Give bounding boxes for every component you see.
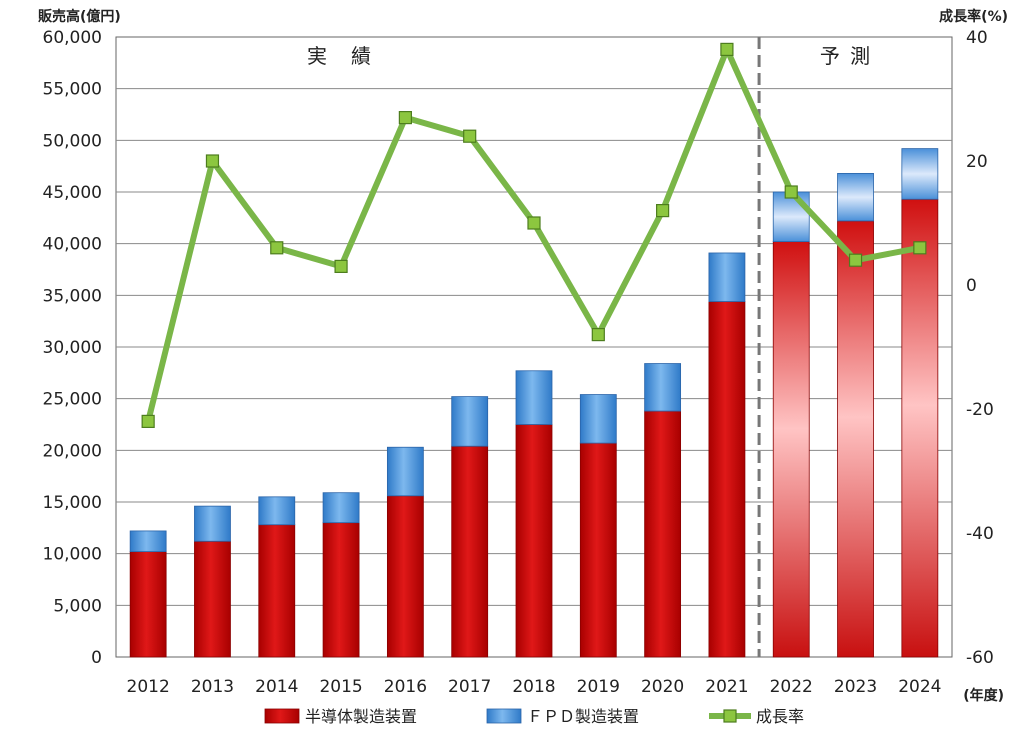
bars bbox=[129, 148, 939, 658]
right-axis-ticks: 40 20 0 -20 -40 -60 bbox=[966, 28, 994, 668]
bar-fpd bbox=[451, 396, 489, 447]
bar-fpd bbox=[901, 148, 939, 200]
bar-semiconductor bbox=[515, 424, 553, 658]
growth-marker bbox=[848, 253, 863, 267]
right-tick-label: -20 bbox=[966, 400, 994, 420]
legend-swatch-semiconductor bbox=[264, 708, 300, 724]
right-tick-label: 0 bbox=[966, 276, 977, 296]
bar-fpd bbox=[258, 496, 296, 526]
legend-label-growth: 成長率 bbox=[756, 707, 804, 726]
bar-fpd bbox=[194, 505, 231, 542]
left-tick-label: 25,000 bbox=[43, 390, 102, 410]
right-axis-label: 成長率(%) bbox=[939, 8, 1008, 25]
growth-line bbox=[141, 42, 927, 428]
left-tick-label: 10,000 bbox=[43, 545, 102, 565]
growth-marker bbox=[463, 129, 477, 143]
growth-marker bbox=[398, 110, 412, 125]
bar-semiconductor bbox=[194, 540, 231, 658]
left-tick-label: 35,000 bbox=[43, 286, 102, 306]
growth-marker bbox=[591, 328, 605, 342]
bar-semiconductor bbox=[386, 495, 424, 658]
bar-semiconductor bbox=[644, 410, 682, 658]
bar-fpd bbox=[772, 191, 810, 242]
bar-semiconductor bbox=[708, 301, 746, 658]
left-axis-label: 販売高(億円) bbox=[38, 8, 121, 25]
growth-marker bbox=[270, 241, 284, 255]
bar-semiconductor bbox=[579, 442, 617, 658]
x-tick-label: 2014 bbox=[255, 677, 298, 697]
bar-semiconductor bbox=[322, 522, 360, 658]
right-tick-label: -40 bbox=[966, 524, 994, 544]
x-tick-label: 2022 bbox=[770, 677, 813, 697]
x-tick-label: 2021 bbox=[705, 677, 748, 697]
legend: 半導体製造装置 ＦＰＤ製造装置 成長率 bbox=[264, 707, 804, 726]
x-tick-label: 2013 bbox=[191, 677, 234, 697]
right-tick-label: 20 bbox=[966, 152, 988, 172]
bar-fpd bbox=[837, 172, 874, 222]
growth-marker bbox=[784, 185, 798, 199]
x-tick-label: 2018 bbox=[512, 677, 555, 697]
x-tick-label: 2012 bbox=[127, 677, 170, 697]
left-tick-label: 40,000 bbox=[43, 235, 102, 255]
legend-swatch-fpd bbox=[486, 708, 522, 724]
bar-fpd bbox=[579, 394, 617, 444]
bar-fpd bbox=[708, 252, 746, 302]
left-tick-label: 50,000 bbox=[43, 131, 102, 151]
right-tick-label: -60 bbox=[966, 648, 994, 668]
bar-fpd bbox=[386, 446, 424, 497]
legend-label-fpd: ＦＰＤ製造装置 bbox=[527, 707, 639, 726]
legend-label-semiconductor: 半導体製造装置 bbox=[305, 707, 417, 726]
growth-marker bbox=[527, 216, 541, 230]
left-tick-label: 60,000 bbox=[43, 28, 102, 48]
bar-semiconductor bbox=[451, 445, 489, 658]
bar-semiconductor bbox=[258, 524, 296, 658]
left-tick-label: 20,000 bbox=[43, 441, 102, 461]
x-tick-label: 2024 bbox=[898, 677, 941, 697]
growth-marker bbox=[205, 154, 220, 168]
bar-fpd bbox=[129, 530, 167, 553]
actual-label: 実 績 bbox=[307, 44, 373, 68]
left-tick-label: 45,000 bbox=[43, 183, 102, 203]
x-axis-ticks: 2012 2013 2014 2015 2016 2017 2018 2019 2020 2021… bbox=[127, 677, 942, 697]
growth-marker bbox=[334, 259, 348, 273]
left-tick-label: 0 bbox=[91, 648, 102, 668]
left-tick-label: 55,000 bbox=[43, 80, 102, 100]
bar-semiconductor bbox=[837, 220, 874, 658]
bar-semiconductor bbox=[129, 551, 167, 658]
x-tick-label: 2015 bbox=[319, 677, 362, 697]
growth-marker bbox=[913, 241, 927, 255]
left-axis-ticks: 0 5,000 10,000 15,000 20,000 25,000 30,000 35,0… bbox=[43, 28, 102, 668]
left-tick-label: 30,000 bbox=[43, 338, 102, 358]
x-tick-label: 2023 bbox=[834, 677, 877, 697]
legend-marker-growth bbox=[723, 709, 737, 723]
x-tick-label: 2020 bbox=[641, 677, 684, 697]
bar-fpd bbox=[644, 363, 682, 412]
growth-marker bbox=[656, 204, 670, 218]
x-axis-label: (年度) bbox=[963, 687, 1004, 704]
bar-fpd bbox=[515, 370, 553, 425]
growth-marker bbox=[720, 42, 734, 57]
bar-semiconductor bbox=[901, 198, 939, 658]
bar-semiconductor bbox=[772, 241, 810, 658]
forecast-label: 予 測 bbox=[820, 44, 872, 68]
x-tick-label: 2016 bbox=[384, 677, 427, 697]
right-tick-label: 40 bbox=[966, 28, 988, 48]
x-tick-label: 2017 bbox=[448, 677, 491, 697]
left-tick-label: 5,000 bbox=[53, 596, 102, 616]
bar-fpd bbox=[322, 492, 360, 524]
x-tick-label: 2019 bbox=[577, 677, 620, 697]
left-tick-label: 15,000 bbox=[43, 493, 102, 513]
growth-marker bbox=[141, 414, 155, 428]
